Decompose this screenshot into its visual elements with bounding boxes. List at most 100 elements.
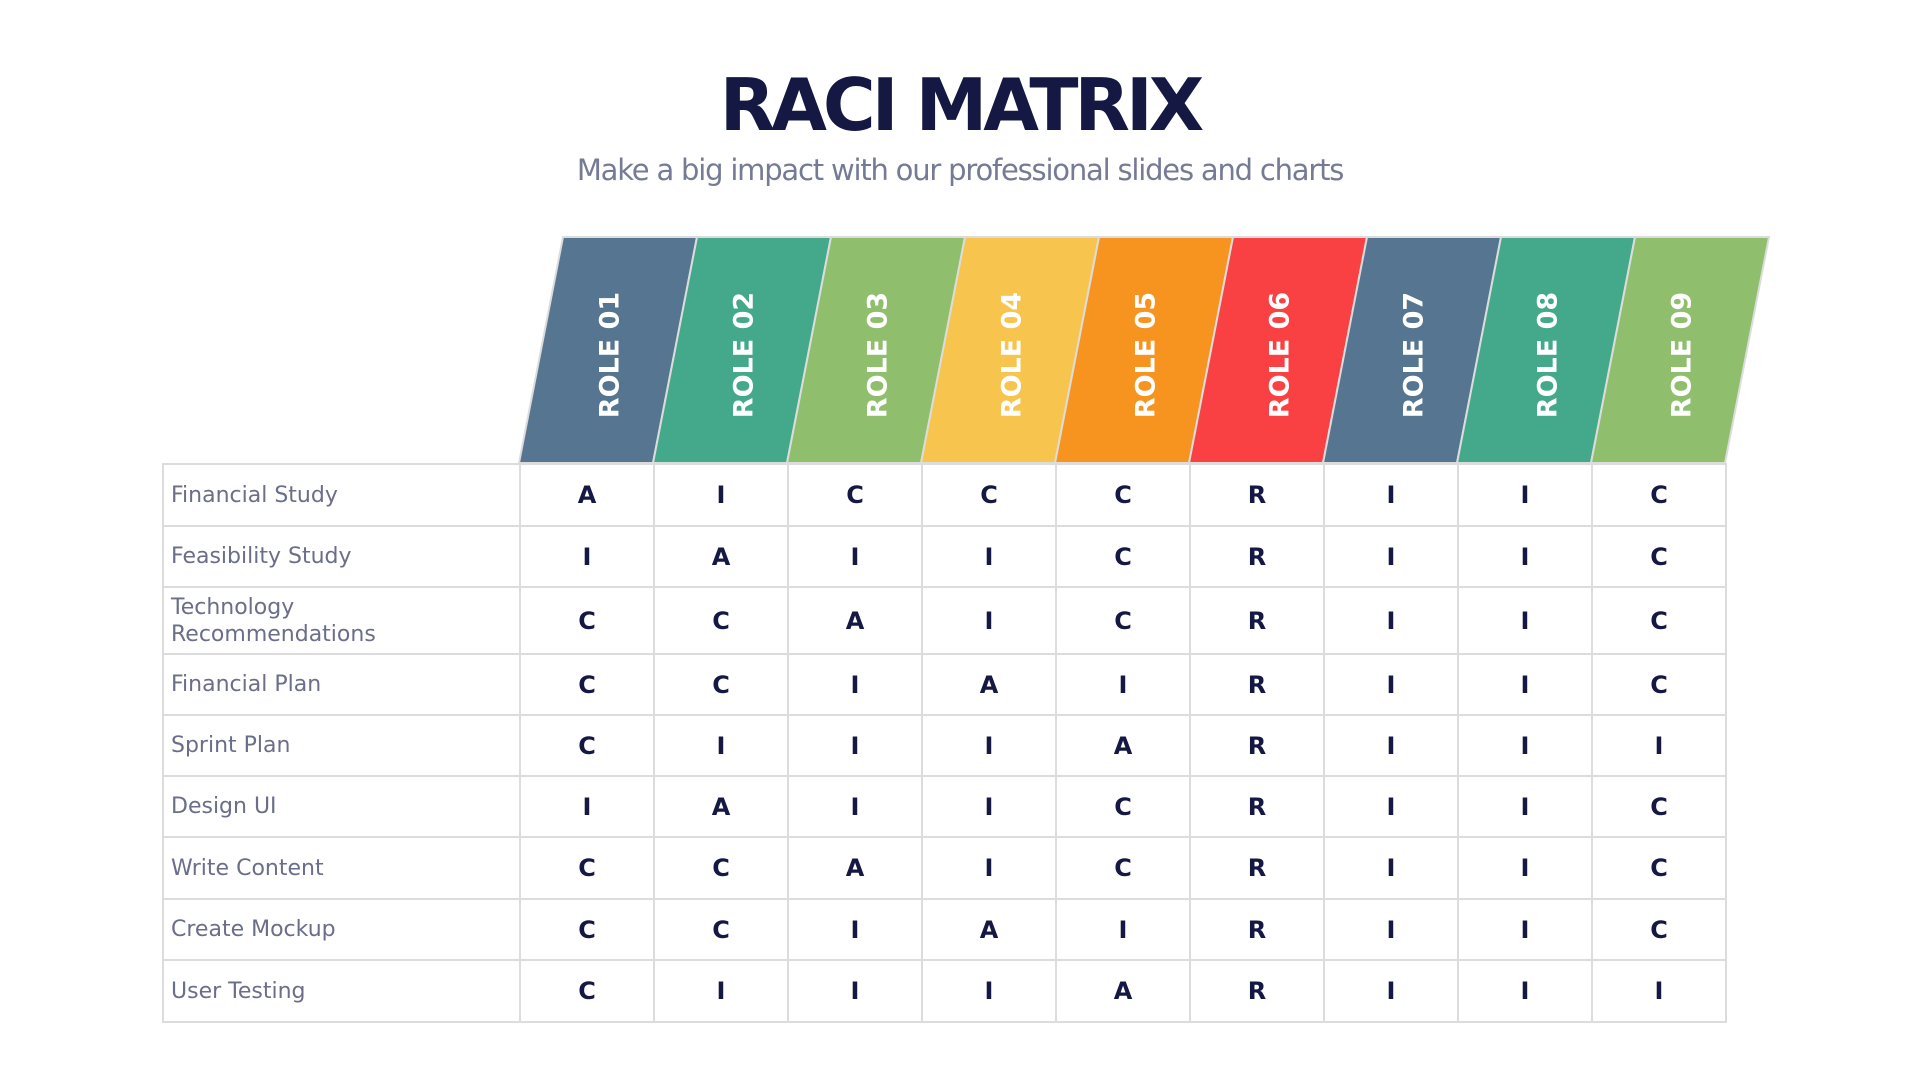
role-header-label: ROLE 06	[1264, 291, 1296, 419]
table-row: Create Mockup C C I A I R I I C	[162, 898, 1727, 961]
role-header-label: ROLE 03	[862, 291, 894, 419]
raci-cell: I	[787, 525, 923, 588]
raci-cell: C	[653, 653, 789, 716]
raci-cell: I	[1457, 653, 1593, 716]
raci-cell: R	[1189, 525, 1325, 588]
page-title: RACI MATRIX	[719, 63, 1205, 147]
raci-cell: I	[1055, 653, 1191, 716]
raci-cell: C	[1055, 775, 1191, 838]
raci-cell: I	[1323, 959, 1459, 1023]
raci-cell: C	[1055, 586, 1191, 655]
role-header-label: ROLE 05	[1130, 291, 1162, 419]
page-subtitle: Make a big impact with our professional …	[576, 153, 1345, 187]
raci-cell: I	[1457, 775, 1593, 838]
task-label: Write Content	[162, 836, 521, 900]
role-header-label: ROLE 07	[1398, 291, 1430, 419]
raci-cell: I	[921, 836, 1057, 900]
raci-cell: I	[787, 714, 923, 777]
raci-cell: C	[653, 836, 789, 900]
raci-cell: I	[787, 653, 923, 716]
task-label: Sprint Plan	[162, 714, 521, 777]
raci-cell: A	[787, 836, 923, 900]
raci-cell: A	[653, 775, 789, 838]
table-row: Write Content C C A I C R I I C	[162, 836, 1727, 900]
raci-cell: R	[1189, 463, 1325, 527]
raci-cell: C	[1055, 463, 1191, 527]
raci-cell: I	[1323, 463, 1459, 527]
raci-cell: C	[1591, 653, 1727, 716]
raci-cell: I	[787, 775, 923, 838]
raci-cell: C	[519, 653, 655, 716]
raci-cell: I	[653, 714, 789, 777]
task-label: Feasibility Study	[162, 525, 521, 588]
raci-cell: I	[1323, 775, 1459, 838]
raci-cell: R	[1189, 836, 1325, 900]
raci-cell: I	[519, 775, 655, 838]
role-header-band	[517, 236, 1771, 464]
raci-cell: C	[519, 836, 655, 900]
raci-cell: C	[1055, 525, 1191, 588]
raci-cell: R	[1189, 653, 1325, 716]
task-label: Design UI	[162, 775, 521, 838]
task-label: Technology Recommendations	[162, 586, 521, 655]
raci-cell: C	[1055, 836, 1191, 900]
raci-cell: C	[1591, 525, 1727, 588]
raci-cell: C	[1591, 775, 1727, 838]
task-label: Create Mockup	[162, 898, 521, 961]
raci-cell: I	[921, 959, 1057, 1023]
raci-cell: I	[1323, 525, 1459, 588]
table-row: Financial Plan C C I A I R I I C	[162, 653, 1727, 716]
raci-cell: C	[1591, 836, 1727, 900]
raci-cell: C	[1591, 586, 1727, 655]
raci-cell: I	[653, 463, 789, 527]
table-row: Financial Study A I C C C R I I C	[162, 463, 1727, 527]
raci-cell: C	[1591, 463, 1727, 527]
raci-cell: C	[519, 586, 655, 655]
raci-cell: I	[1323, 898, 1459, 961]
raci-cell: C	[519, 714, 655, 777]
raci-cell: C	[787, 463, 923, 527]
raci-cell: I	[1457, 898, 1593, 961]
raci-cell: I	[1591, 959, 1727, 1023]
raci-cell: A	[1055, 714, 1191, 777]
raci-cell: I	[1323, 586, 1459, 655]
raci-cell: I	[921, 775, 1057, 838]
raci-cell: I	[921, 714, 1057, 777]
raci-cell: I	[1055, 898, 1191, 961]
table-row: Technology Recommendations C C A I C R I I C	[162, 586, 1727, 655]
raci-cell: I	[1457, 525, 1593, 588]
table-row: Feasibility Study I A I I C R I I C	[162, 525, 1727, 588]
task-label: Financial Study	[162, 463, 521, 527]
raci-cell: I	[1457, 463, 1593, 527]
raci-cell: R	[1189, 775, 1325, 838]
raci-cell: C	[653, 898, 789, 961]
table-row: User Testing C I I I A R I I I	[162, 959, 1727, 1023]
raci-cell: C	[1591, 898, 1727, 961]
raci-cell: R	[1189, 714, 1325, 777]
task-label: User Testing	[162, 959, 521, 1023]
raci-cell: I	[1457, 714, 1593, 777]
raci-cell: C	[519, 898, 655, 961]
table-row: Sprint Plan C I I I A R I I I	[162, 714, 1727, 777]
table-row: Design UI I A I I C R I I C	[162, 775, 1727, 838]
raci-cell: I	[921, 525, 1057, 588]
raci-cell: R	[1189, 586, 1325, 655]
raci-cell: I	[1323, 653, 1459, 716]
raci-cell: C	[653, 586, 789, 655]
role-header-label: ROLE 09	[1666, 291, 1698, 419]
raci-cell: I	[1457, 836, 1593, 900]
raci-cell: C	[921, 463, 1057, 527]
raci-cell: A	[787, 586, 923, 655]
role-header-label: ROLE 04	[996, 291, 1028, 419]
role-header-label: ROLE 08	[1532, 291, 1564, 419]
role-header-9	[1589, 236, 1771, 464]
role-header-label: ROLE 02	[728, 291, 760, 419]
raci-cell: I	[1323, 836, 1459, 900]
raci-matrix-table: Financial Study A I C C C R I I C Feasibility Stud…	[162, 463, 1727, 1023]
raci-cell: A	[1055, 959, 1191, 1023]
raci-cell: I	[519, 525, 655, 588]
raci-cell: I	[1457, 586, 1593, 655]
raci-cell: R	[1189, 898, 1325, 961]
task-label: Financial Plan	[162, 653, 521, 716]
raci-cell: I	[787, 898, 923, 961]
